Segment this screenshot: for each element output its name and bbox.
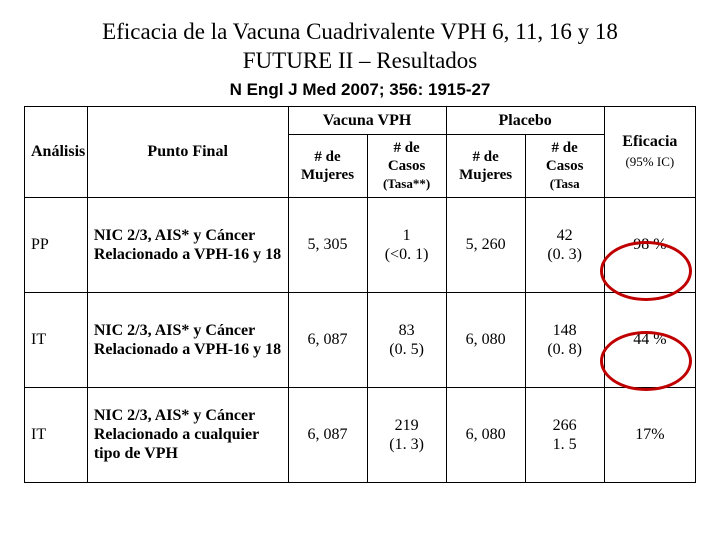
cell-eficacia: 17% xyxy=(604,387,695,482)
table-row: IT NIC 2/3, AIS* y Cáncer Relacionado a … xyxy=(25,292,696,387)
hdr-analisis: Análisis xyxy=(25,106,88,197)
hdr-eficacia: Eficacia (95% IC) xyxy=(604,106,695,197)
cell-analisis: PP xyxy=(25,197,88,292)
results-table: Análisis Punto Final Vacuna VPH Placebo … xyxy=(24,106,696,483)
cell-punto: NIC 2/3, AIS* y Cáncer Relacionado a VPH… xyxy=(87,197,288,292)
cell-punto: NIC 2/3, AIS* y Cáncer Relacionado a cua… xyxy=(87,387,288,482)
hdr-placebo: Placebo xyxy=(446,106,604,134)
hdr-pla-casos: # de Casos (Tasa xyxy=(525,134,604,197)
hdr-punto: Punto Final xyxy=(87,106,288,197)
hdr-vac-casos: # de Casos (Tasa**) xyxy=(367,134,446,197)
hdr-pla-mujeres: # de Mujeres xyxy=(446,134,525,197)
cell-v-casos: 1 (<0. 1) xyxy=(367,197,446,292)
cell-analisis: IT xyxy=(25,387,88,482)
cell-eficacia: 98 % xyxy=(604,197,695,292)
hdr-eficacia-sub: (95% IC) xyxy=(625,154,674,169)
hdr-vac-casos-label: # de Casos xyxy=(388,140,426,174)
cell-v-casos: 219 (1. 3) xyxy=(367,387,446,482)
hdr-vacuna: Vacuna VPH xyxy=(288,106,446,134)
title-line-1: Eficacia de la Vacuna Cuadrivalente VPH … xyxy=(102,19,618,44)
hdr-pla-casos-label: # de Casos xyxy=(546,140,584,174)
cell-p-casos: 148 (0. 8) xyxy=(525,292,604,387)
cell-v-casos: 83 (0. 5) xyxy=(367,292,446,387)
header-row-1: Análisis Punto Final Vacuna VPH Placebo … xyxy=(25,106,696,134)
cell-p-casos: 266 1. 5 xyxy=(525,387,604,482)
cell-p-mujeres: 6, 080 xyxy=(446,387,525,482)
hdr-vac-mujeres: # de Mujeres xyxy=(288,134,367,197)
cell-p-casos: 42 (0. 3) xyxy=(525,197,604,292)
cell-p-mujeres: 6, 080 xyxy=(446,292,525,387)
citation: N Engl J Med 2007; 356: 1915-27 xyxy=(24,80,696,100)
cell-punto: NIC 2/3, AIS* y Cáncer Relacionado a VPH… xyxy=(87,292,288,387)
table-row: PP NIC 2/3, AIS* y Cáncer Relacionado a … xyxy=(25,197,696,292)
hdr-eficacia-label: Eficacia xyxy=(622,133,677,150)
cell-v-mujeres: 6, 087 xyxy=(288,387,367,482)
slide: Eficacia de la Vacuna Cuadrivalente VPH … xyxy=(0,0,720,540)
title-line-2: FUTURE II – Resultados xyxy=(243,48,477,73)
table-row: IT NIC 2/3, AIS* y Cáncer Relacionado a … xyxy=(25,387,696,482)
cell-v-mujeres: 5, 305 xyxy=(288,197,367,292)
cell-analisis: IT xyxy=(25,292,88,387)
cell-eficacia: 44 % xyxy=(604,292,695,387)
hdr-vac-tasa: (Tasa**) xyxy=(383,176,430,191)
slide-title: Eficacia de la Vacuna Cuadrivalente VPH … xyxy=(24,18,696,76)
cell-v-mujeres: 6, 087 xyxy=(288,292,367,387)
hdr-pla-tasa: (Tasa xyxy=(550,176,580,191)
cell-p-mujeres: 5, 260 xyxy=(446,197,525,292)
